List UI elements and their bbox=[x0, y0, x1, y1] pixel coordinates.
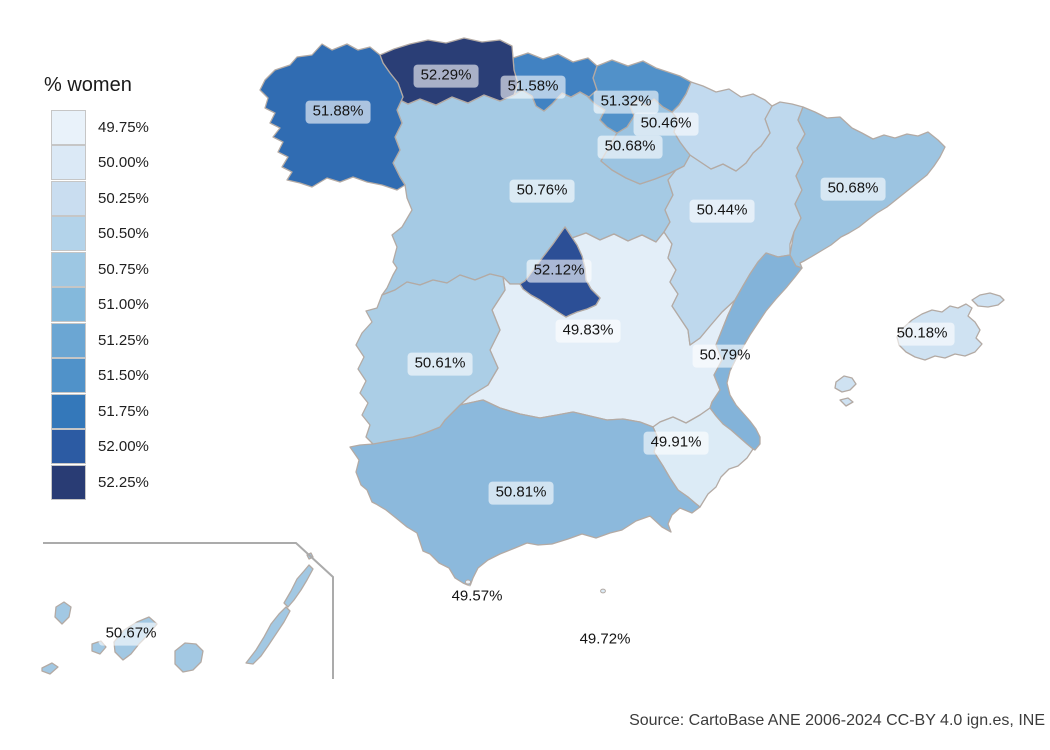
value-label-melilla: 49.72% bbox=[572, 628, 638, 652]
legend-entry: 49.75% bbox=[51, 109, 149, 145]
island-lanzarote bbox=[283, 564, 314, 608]
value-label-comunidad-valenciana: 50.79% bbox=[692, 344, 758, 368]
legend-entry: 51.50% bbox=[51, 358, 149, 394]
legend-swatch bbox=[51, 429, 86, 464]
legend-label: 50.25% bbox=[98, 189, 149, 207]
value-label-extremadura: 50.61% bbox=[407, 352, 473, 376]
canary-inset-border bbox=[43, 542, 334, 679]
legend-label: 52.25% bbox=[98, 473, 149, 491]
island-el-hierro bbox=[41, 662, 59, 675]
value-label-madrid: 52.12% bbox=[526, 259, 592, 283]
legend-label: 50.75% bbox=[98, 260, 149, 278]
value-label-ceuta: 49.57% bbox=[444, 585, 510, 609]
island-menorca bbox=[971, 292, 1005, 308]
value-label-cataluna: 50.68% bbox=[820, 177, 886, 201]
source-attribution: Source: CartoBase ANE 2006-2024 CC-BY 4.… bbox=[629, 712, 1045, 729]
value-label-castilla-la-mancha: 49.83% bbox=[555, 319, 621, 343]
value-label-murcia: 49.91% bbox=[643, 431, 709, 455]
island-la-palma bbox=[54, 601, 72, 625]
legend-entry: 50.25% bbox=[51, 180, 149, 216]
value-label-canarias: 50.67% bbox=[98, 622, 164, 646]
value-label-galicia: 51.88% bbox=[305, 100, 371, 124]
legend-title: % women bbox=[44, 74, 132, 96]
value-label-asturias: 52.29% bbox=[413, 64, 479, 88]
legend-swatch bbox=[51, 216, 86, 251]
value-label-andalucia: 50.81% bbox=[488, 481, 554, 505]
region-canarias bbox=[41, 552, 314, 675]
legend-entry: 50.75% bbox=[51, 251, 149, 287]
region-comunidad-valenciana bbox=[709, 252, 803, 451]
value-label-aragon: 50.44% bbox=[689, 199, 755, 223]
legend-entry: 50.00% bbox=[51, 145, 149, 181]
legend-swatch bbox=[51, 109, 86, 145]
legend-swatch bbox=[51, 145, 86, 180]
legend-swatch bbox=[51, 464, 86, 500]
value-label-castilla-y-leon: 50.76% bbox=[509, 179, 575, 203]
region-ceuta bbox=[464, 579, 472, 585]
legend-entry: 51.00% bbox=[51, 287, 149, 323]
value-label-pais-vasco: 51.32% bbox=[593, 90, 659, 114]
legend-swatch bbox=[51, 358, 86, 393]
legend-entry: 50.50% bbox=[51, 216, 149, 252]
legend-entry: 52.25% bbox=[51, 464, 149, 500]
value-label-la-rioja: 50.68% bbox=[597, 135, 663, 159]
region-melilla bbox=[600, 588, 606, 594]
value-label-navarra: 50.46% bbox=[633, 112, 699, 136]
legend-entry: 51.25% bbox=[51, 322, 149, 358]
legend-entry: 52.00% bbox=[51, 429, 149, 465]
legend-label: 50.00% bbox=[98, 154, 149, 171]
legend-swatch bbox=[51, 180, 86, 216]
legend-label: 52.00% bbox=[98, 438, 149, 455]
region-islas-baleares bbox=[834, 292, 1005, 407]
legend-label: 50.50% bbox=[98, 225, 149, 242]
legend-label: 51.75% bbox=[98, 402, 149, 420]
value-label-cantabria: 51.58% bbox=[500, 75, 566, 99]
island-ibiza bbox=[834, 375, 857, 393]
value-label-islas-baleares: 50.18% bbox=[889, 322, 955, 346]
island-fuerteventura bbox=[245, 606, 291, 665]
legend-swatch bbox=[51, 251, 86, 287]
island-gran-canaria bbox=[174, 642, 204, 673]
legend-entry: 51.75% bbox=[51, 393, 149, 429]
legend-label: 51.25% bbox=[98, 331, 149, 349]
legend-label: 51.50% bbox=[98, 367, 149, 384]
legend-label: 51.00% bbox=[98, 296, 149, 313]
legend-label: 49.75% bbox=[98, 118, 149, 136]
island-formentera bbox=[839, 397, 854, 407]
legend-swatch bbox=[51, 287, 86, 322]
legend-swatch bbox=[51, 393, 86, 429]
legend-swatch bbox=[51, 322, 86, 358]
